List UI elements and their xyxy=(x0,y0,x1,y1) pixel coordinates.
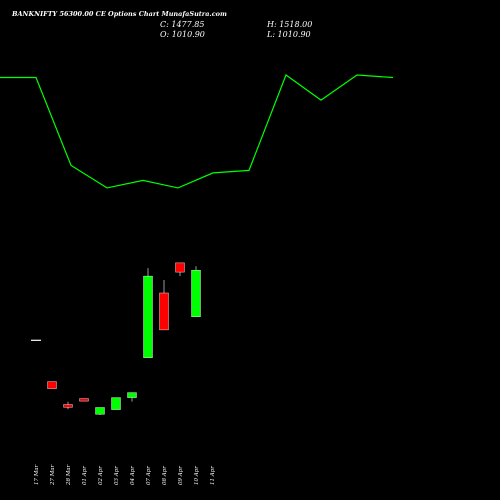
x-tick-label: 09 Apr xyxy=(178,466,184,485)
low-value: L: 1010.90 xyxy=(266,30,311,39)
x-tick-label: 10 Apr xyxy=(194,466,200,485)
indicator-lines xyxy=(0,74,394,189)
open-value: O: 1010.90 xyxy=(160,30,205,39)
candle-09-apr xyxy=(175,262,185,277)
candle-body xyxy=(47,381,57,389)
candle-03-apr xyxy=(111,397,121,410)
candle-body xyxy=(79,398,89,402)
candle-07-apr xyxy=(143,268,153,359)
candle-body xyxy=(159,292,169,331)
candle-body xyxy=(31,339,41,341)
candle-02-apr xyxy=(95,407,105,415)
candle-body xyxy=(175,262,185,273)
x-tick-label: 08 Apr xyxy=(162,466,168,485)
x-tick-label: 07 Apr xyxy=(146,466,152,485)
x-tick-label: 27 Mar xyxy=(50,464,56,486)
x-tick-label: 02 Apr xyxy=(98,466,104,485)
candle-17-mar xyxy=(31,339,41,341)
high-value: H: 1518.00 xyxy=(266,20,312,29)
x-tick-label: 03 Apr xyxy=(114,466,120,485)
close-value: C: 1477.85 xyxy=(160,20,204,29)
candle-body xyxy=(63,404,73,408)
chart-title: BANKNIFTY 56300.00 CE Options Chart Muna… xyxy=(11,10,227,18)
x-tick-label: 17 Mar xyxy=(34,464,40,485)
candle-10-apr xyxy=(191,266,201,317)
candle-body xyxy=(111,397,121,410)
x-axis-ticks: 17 Mar 27 Mar 28 Mar 01 Apr 02 Apr 03 Apr 04 A… xyxy=(34,464,216,486)
candle-08-apr xyxy=(159,280,169,331)
x-tick-label: 28 Mar xyxy=(66,464,72,486)
candle-27-mar xyxy=(47,381,57,389)
indicator-line-1 xyxy=(0,74,394,189)
candle-04-apr xyxy=(127,392,137,402)
candle-28-mar xyxy=(63,401,73,410)
x-tick-label: 11 Apr xyxy=(210,466,216,485)
candle-body xyxy=(191,270,201,317)
x-tick-label: 01 Apr xyxy=(82,466,88,485)
x-tick-label: 04 Apr xyxy=(130,466,136,485)
candle-body xyxy=(127,392,137,398)
candle-body xyxy=(143,275,153,359)
candle-01-apr xyxy=(79,398,89,402)
candles xyxy=(31,262,201,415)
candle-body xyxy=(95,407,105,415)
